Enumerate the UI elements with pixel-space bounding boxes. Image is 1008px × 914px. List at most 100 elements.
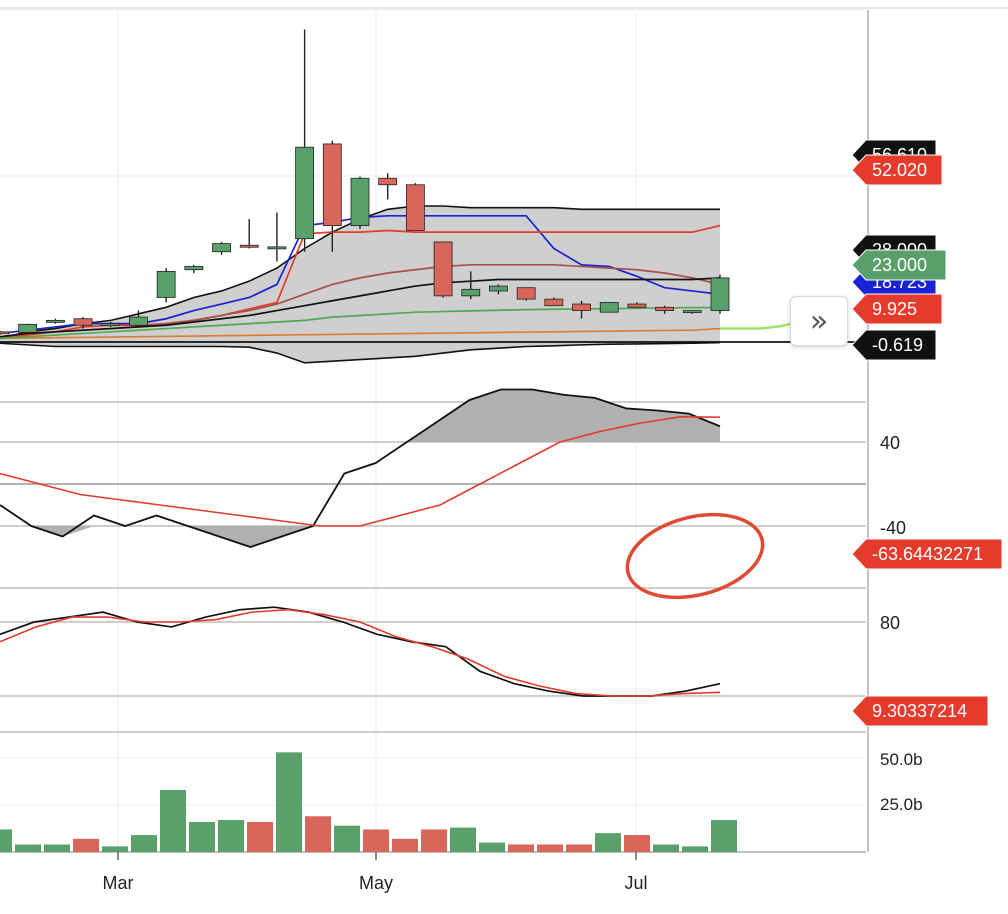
candle [433,241,453,298]
value-tag-text: -0.619 [872,335,923,355]
candle [710,274,730,314]
band-area [0,206,720,363]
y-tick-label: 25.0b [880,795,923,814]
value-tag-shape [851,249,947,281]
candle-body [655,306,675,311]
volume-panel [0,752,866,852]
volume-bar [102,846,128,852]
candle-body [239,244,259,248]
candle-body [129,316,148,326]
candle [18,323,38,334]
candle-body [73,318,93,326]
volume-bar [537,844,563,852]
candle [0,330,10,335]
y-axis: 40 -40 80 50.0b 25.0b [880,433,923,814]
candle [267,212,287,262]
double-chevron-right-icon: » [809,303,829,339]
value-tag: -63.64432271 [851,538,1003,570]
candle-body [572,303,591,311]
volume-bar [479,842,505,852]
candle-body [295,146,315,240]
candle-body [156,270,176,298]
candle-body [682,310,702,313]
candle [599,302,619,313]
value-tag: 52.020 [851,154,943,186]
candle [378,173,398,200]
candle [322,140,342,252]
value-tag-text: 52.020 [872,160,927,180]
volume-bar [595,833,621,852]
candle-body [18,323,38,333]
volume-bar [421,829,447,852]
volume-bar [218,820,244,852]
value-tag-shape [851,695,989,727]
candle [45,318,65,324]
volume-bar [653,844,679,852]
candle-body [45,319,65,323]
candle-body [184,266,204,271]
value-tag-shape [851,329,937,361]
candle [682,310,702,314]
y-tick-label: 50.0b [880,750,923,769]
candle-body [322,143,342,227]
candle [572,300,591,319]
value-tag-text: 9.925 [872,299,917,319]
candle-body [599,302,619,313]
value-tag: 9.30337214 [851,695,989,727]
candle-body [433,241,453,297]
candle-body [405,184,425,231]
oscillator-panel-1 [0,388,866,548]
value-tag-text: -63.64432271 [872,544,983,564]
value-tag-text: 23.000 [872,255,927,275]
volume-bar [624,835,650,852]
scroll-to-latest-button[interactable]: » [790,296,848,346]
candle [655,305,675,314]
candle-body [489,285,508,292]
annotation [625,512,765,600]
candle [461,271,481,300]
candle-body [627,303,647,308]
candle [489,284,508,295]
candle [73,317,93,329]
oscillator-2-line [0,606,721,697]
volume-bar [73,838,99,852]
highlight-circle [625,512,765,600]
value-tag: 9.925 [851,293,943,325]
volume-bar [508,844,534,852]
overbought-shading [0,526,720,547]
volume-bar [131,835,157,852]
oscillator-1-line [0,388,721,548]
band-lower-line [0,341,721,364]
oscillator-1-signal-line [0,415,721,527]
volume-bar [0,829,12,852]
volume-bar [189,821,215,852]
candle [212,241,231,256]
candle [129,310,148,327]
volume-bar [711,820,737,852]
candle-body [267,246,287,250]
oscillator-panel-2 [0,606,866,697]
candle [544,297,564,307]
y-tick-label: -40 [880,518,906,538]
orange-line [0,327,721,340]
volume-bar [566,844,592,852]
x-tick-label: May [359,873,393,893]
candle-body [212,243,231,253]
value-tag-shape [851,538,1003,570]
candle-body [378,177,398,186]
candle [405,183,425,231]
value-tags: 56.61028.00018.72352.02023.0009.925-0.61… [851,139,1003,727]
candle [101,322,121,327]
candle [184,264,204,273]
value-tag: 23.000 [851,249,947,281]
candle-body [516,287,536,300]
y-tick-label: 80 [880,613,900,633]
volume-bar [15,844,41,852]
candle-body [710,277,730,311]
volume-bar [247,821,273,852]
volume-bar [334,825,360,852]
oscillator-2-signal-line [0,608,721,697]
value-tag-text: 9.30337214 [872,701,967,721]
value-tag-shape [851,154,943,186]
